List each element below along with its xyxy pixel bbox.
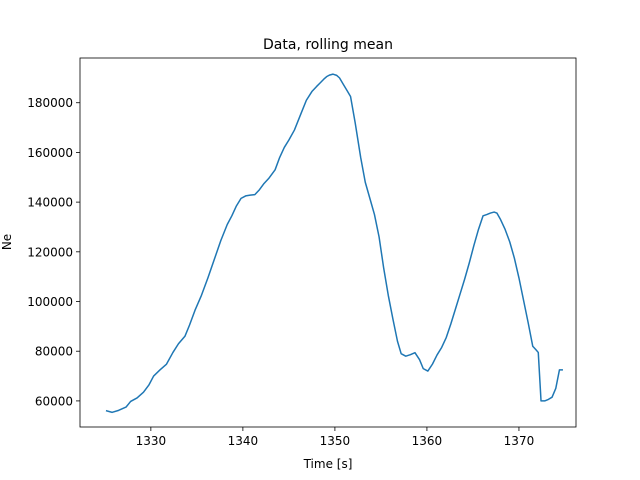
y-tick-label: 140000	[27, 196, 73, 210]
series-line	[105, 73, 563, 414]
y-tick-label: 120000	[27, 245, 73, 259]
y-tick-label: 80000	[35, 345, 73, 359]
x-tick-label: 1350	[320, 434, 351, 448]
x-tick-label: 1360	[412, 434, 443, 448]
plot-area	[105, 73, 563, 414]
y-axis: 60000 80000 100000 120000 140000 160000 180000	[27, 96, 80, 408]
x-tick-label: 1370	[504, 434, 535, 448]
y-tick-label: 180000	[27, 96, 73, 110]
chart-title: Data, rolling mean	[263, 37, 393, 53]
x-tick-label: 1330	[136, 434, 167, 448]
x-tick-label: 1340	[228, 434, 259, 448]
y-tick-label: 160000	[27, 146, 73, 160]
x-axis: 1330 1340 1350 1360 1370	[136, 427, 535, 448]
y-tick-label: 100000	[27, 295, 73, 309]
y-axis-label: Ne	[0, 234, 14, 250]
axes-frame	[79, 57, 577, 428]
y-tick-label: 60000	[35, 394, 73, 408]
x-axis-label: Time [s]	[303, 457, 353, 471]
